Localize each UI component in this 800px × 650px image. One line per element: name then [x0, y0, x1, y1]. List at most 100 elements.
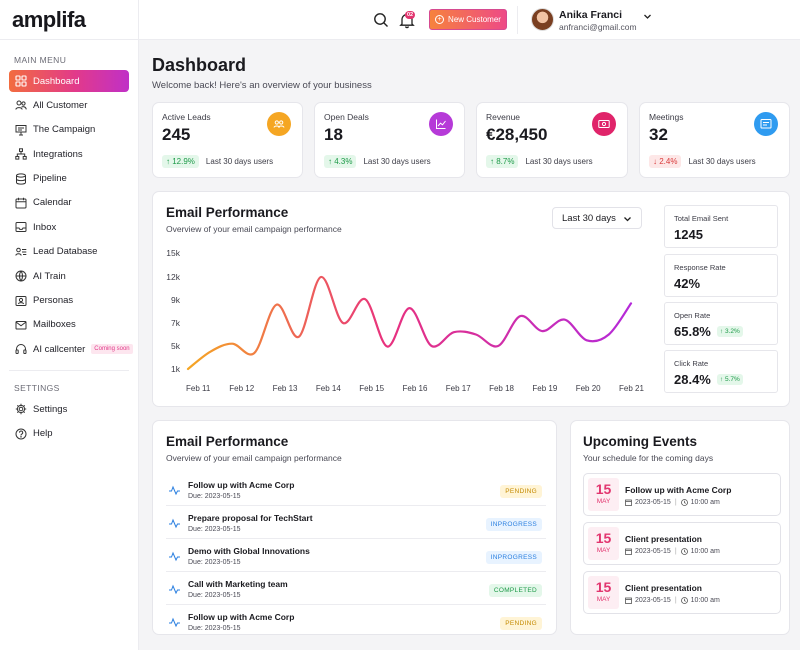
task-title: Demo with Global Innovations [188, 546, 310, 556]
stat-card-meetings[interactable]: Meetings 32 ↓ 2.4% Last 30 days users [639, 102, 790, 178]
metric-change: 5.7% [724, 376, 740, 383]
sidebar-item-label: All Customer [33, 99, 88, 111]
metric-number: 42% [674, 276, 701, 291]
y-tick-label: 15k [166, 248, 180, 258]
sidebar-item-ai-train[interactable]: AI Train [9, 265, 129, 287]
topbar-divider [517, 6, 518, 34]
sidebar: amplifa MAIN MENU Dashboard All Customer… [0, 0, 139, 650]
tasks-title: Email Performance [166, 434, 289, 449]
metric-response-rate: Response Rate 42% [664, 254, 778, 297]
sidebar-item-integrations[interactable]: Integrations [9, 143, 129, 165]
stat-card-open-deals[interactable]: Open Deals 18 ↑ 4.3% Last 30 days users [314, 102, 465, 178]
stat-period: Last 30 days users [525, 157, 593, 166]
metric-label: Response Rate [674, 263, 726, 272]
search-icon[interactable] [373, 12, 389, 28]
calendar-icon [625, 499, 632, 506]
notification-count-badge: 02 [405, 11, 416, 19]
stat-card-revenue[interactable]: Revenue €28,450 ↑ 8.7% Last 30 days users [476, 102, 628, 178]
chart-icon [429, 112, 453, 136]
x-tick-label: Feb 17 [445, 384, 471, 393]
sidebar-item-lead-database[interactable]: Lead Database [9, 241, 129, 263]
settings-menu: SETTINGS Settings Help [0, 371, 138, 444]
stat-label: Meetings [649, 112, 684, 122]
sidebar-item-help[interactable]: Help [9, 423, 129, 445]
stat-label: Open Deals [324, 112, 369, 122]
metric-number: 65.8% [674, 324, 711, 339]
event-month: MAY [596, 596, 611, 603]
stat-value: 245 [162, 125, 191, 144]
settings-heading: SETTINGS [14, 383, 60, 394]
event-time: 10:00 am [690, 548, 720, 555]
metric-total-email-sent: Total Email Sent 1245 [664, 205, 778, 248]
task-title: Prepare proposal for TechStart [188, 513, 313, 523]
sidebar-item-inbox[interactable]: Inbox [9, 216, 129, 238]
user-list-icon [15, 246, 27, 258]
stat-change: 12.9% [172, 157, 195, 166]
hierarchy-icon [15, 148, 27, 160]
metric-label: Click Rate [674, 359, 709, 368]
date-range-select[interactable]: Last 30 days [552, 207, 642, 229]
sidebar-item-settings[interactable]: Settings [9, 398, 129, 420]
presentation-icon [15, 124, 27, 136]
event-date: 2023-05-15 [635, 597, 671, 604]
chevron-down-icon[interactable] [643, 12, 652, 21]
x-tick-label: Feb 14 [315, 384, 341, 393]
sidebar-item-dashboard[interactable]: Dashboard [9, 70, 129, 92]
mail-icon [15, 319, 27, 331]
plus-icon: + [435, 15, 445, 24]
meta-separator: | [674, 499, 677, 506]
coming-soon-badge: Coming soon [91, 344, 133, 355]
sidebar-item-label: Help [33, 428, 53, 440]
app-logo[interactable]: amplifa [0, 0, 138, 40]
y-tick-label: 9k [171, 295, 180, 305]
metric-number: 28.4% [674, 372, 711, 387]
metric-change-pill: ↑ 3.2% [716, 326, 743, 337]
performance-subtitle: Overview of your email campaign performa… [166, 224, 342, 234]
date-range-label: Last 30 days [562, 212, 616, 224]
status-badge: PENDING [500, 485, 542, 498]
task-row[interactable]: Follow up with Acme Corp Due: 2023-05-15… [166, 478, 546, 506]
x-tick-label: Feb 21 [619, 384, 644, 393]
task-due: Due: 2023-05-15 [188, 526, 241, 533]
event-date: 2023-05-15 [635, 499, 671, 506]
performance-title: Email Performance [166, 205, 289, 220]
activity-icon [169, 584, 180, 595]
new-customer-button[interactable]: + New Customer [429, 9, 507, 30]
avatar[interactable] [531, 8, 554, 31]
user-email: anfranci@gmail.com [559, 22, 637, 32]
tasks-subtitle: Overview of your email campaign performa… [166, 453, 342, 463]
stat-trend: ↓ 2.4% Last 30 days users [649, 155, 756, 168]
event-item[interactable]: 15 MAY Client presentation 2023-05-15 | 1… [583, 522, 781, 565]
sidebar-item-label: AI callcenter [33, 343, 86, 355]
stat-card-active-leads[interactable]: Active Leads 245 ↑ 12.9% Last 30 days use… [152, 102, 303, 178]
task-row[interactable]: Follow up with Acme Corp Due: 2023-05-15… [166, 610, 546, 638]
sidebar-item-calendar[interactable]: Calendar [9, 192, 129, 214]
event-item[interactable]: 15 MAY Follow up with Acme Corp 2023-05-… [583, 473, 781, 516]
user-name[interactable]: Anika Franci [559, 9, 623, 21]
sidebar-item-label: Personas [33, 295, 74, 307]
stat-period: Last 30 days users [363, 157, 431, 166]
metric-label: Total Email Sent [674, 214, 729, 223]
sidebar-item-pipeline[interactable]: Pipeline [9, 168, 129, 190]
sidebar-item-all-customer[interactable]: All Customer [9, 94, 129, 116]
sidebar-item-mailboxes[interactable]: Mailboxes [9, 314, 129, 336]
sidebar-item-ai-callcenter[interactable]: AI callcenter Coming soon [9, 338, 133, 360]
task-row[interactable]: Prepare proposal for TechStart Due: 2023… [166, 511, 546, 539]
event-item[interactable]: 15 MAY Client presentation 2023-05-15 | 1… [583, 571, 781, 614]
sidebar-item-the-campaign[interactable]: The Campaign [9, 119, 129, 141]
events-title: Upcoming Events [583, 434, 698, 449]
metric-change-pill: ↑ 5.7% [716, 374, 743, 385]
activity-icon [169, 551, 180, 562]
trend-up-pill: ↑ 8.7% [486, 155, 519, 168]
trend-up-pill: ↑ 4.3% [324, 155, 357, 168]
event-month: MAY [596, 547, 611, 554]
money-icon [592, 112, 616, 136]
task-row[interactable]: Demo with Global Innovations Due: 2023-0… [166, 544, 546, 572]
x-tick-label: Feb 12 [229, 384, 255, 393]
status-badge: INPROGRESS [485, 518, 542, 531]
task-row[interactable]: Call with Marketing team Due: 2023-05-15… [166, 577, 546, 605]
sidebar-item-label: Pipeline [33, 173, 67, 185]
sidebar-item-personas[interactable]: Personas [9, 290, 129, 312]
event-title: Client presentation [625, 534, 702, 544]
metric-value: 1245 [674, 227, 703, 242]
